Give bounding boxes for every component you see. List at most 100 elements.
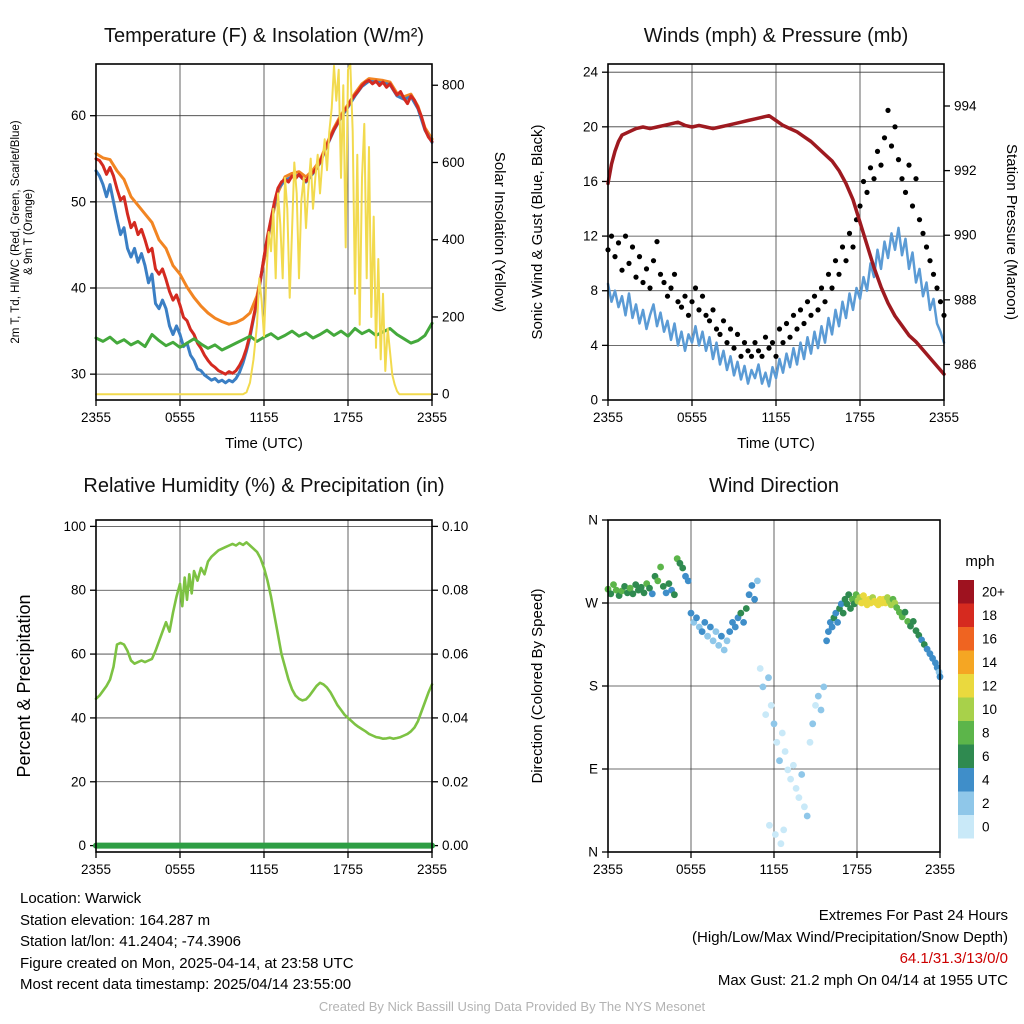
svg-text:16: 16 [982,631,997,646]
svg-text:Sonic Wind & Gust (Blue, Black: Sonic Wind & Gust (Blue, Black) [529,124,546,339]
svg-text:20: 20 [583,119,598,134]
elevation-line: Station elevation: 164.287 m [20,911,211,929]
latlon-line: Station lat/lon: 41.2404; -74.3906 [20,933,242,950]
svg-text:12: 12 [982,678,997,693]
svg-text:24: 24 [583,65,599,80]
station-info: Location: Warwick Station elevation: 164… [20,888,354,996]
svg-text:100: 100 [63,519,86,534]
svg-text:S: S [589,679,598,694]
svg-text:1755: 1755 [333,862,363,877]
svg-text:0: 0 [442,387,450,402]
temperature-insolation-chart: 2355 0555 1155 1755 235530405060020040060080… [10,25,508,452]
winds-pressure-chart: 2355 0555 1155 1755 2355 0 4 8 12 16 20 24 986 988 990… [529,25,1020,452]
charts-grid: 2355 0555 1155 1755 2355 30 40 50 60 0 200 400 600 80… [10,25,1020,877]
svg-text:Time (UTC): Time (UTC) [737,435,815,452]
svg-text:0: 0 [78,838,86,853]
svg-text:1755: 1755 [842,862,872,877]
svg-text:60: 60 [71,108,86,123]
svg-text:2: 2 [982,796,990,811]
svg-text:N: N [588,513,598,528]
svg-text:0.04: 0.04 [442,710,469,725]
svg-text:Temperature (F) & Insolation (: Temperature (F) & Insolation (W/m²) [104,25,424,47]
svg-text:2355: 2355 [929,410,959,425]
max-gust-line: Max Gust: 21.2 mph On 04/14 at 1955 UTC [717,971,1008,989]
humidity-precipitation-chart: 2355 0555 1155 1755 2355 0 20 40 60 80 100 0.00 0.02… [14,475,469,877]
svg-text:50: 50 [71,194,86,209]
extremes-values: 64.1/31.3/13/0/0 [899,950,1008,967]
svg-text:& 9m T (Orange): & 9m T (Orange) [23,189,35,275]
svg-text:12: 12 [583,229,598,244]
svg-text:Solar Insolation (Yellow): Solar Insolation (Yellow) [491,152,508,312]
svg-text:N: N [588,845,598,860]
svg-text:800: 800 [442,78,465,93]
svg-text:Station Pressure (Maroon): Station Pressure (Maroon) [1003,144,1020,320]
svg-text:40: 40 [71,710,86,725]
svg-text:0: 0 [590,393,598,408]
svg-text:2355: 2355 [417,410,447,425]
data-timestamp-line: Most recent data timestamp: 2025/04/14 2… [20,976,352,993]
svg-text:6: 6 [982,749,990,764]
svg-text:2355: 2355 [417,862,447,877]
location-line: Location: Warwick [20,890,142,907]
svg-text:0.00: 0.00 [442,838,468,853]
svg-text:0555: 0555 [165,862,195,877]
extremes-subtitle: (High/Low/Max Wind/Precipitation/Snow De… [692,928,1008,946]
figure-created-line: Figure created on Mon, 2025-04-14, at 23… [20,954,354,972]
svg-text:0.02: 0.02 [442,774,468,789]
svg-text:0.10: 0.10 [442,519,468,534]
svg-text:Time (UTC): Time (UTC) [225,435,303,452]
svg-text:E: E [589,762,598,777]
svg-text:60: 60 [71,647,86,662]
svg-text:0.08: 0.08 [442,583,468,598]
svg-text:Percent & Precipitation: Percent & Precipitation [14,594,34,777]
svg-text:994: 994 [954,99,977,114]
svg-text:0: 0 [982,819,990,834]
svg-text:Winds (mph) & Pressure (mb): Winds (mph) & Pressure (mb) [644,25,909,47]
footer: Location: Warwick Station elevation: 164… [0,882,1024,996]
svg-text:14: 14 [982,655,998,670]
svg-text:1755: 1755 [845,410,875,425]
svg-text:40: 40 [71,281,86,296]
svg-text:Wind Direction: Wind Direction [709,475,839,497]
svg-text:2355: 2355 [81,862,111,877]
wind-direction-chart: 2355 0555 1155 1755 2355 N W S E N Wind Direction D… [529,475,1005,877]
svg-text:2m T, Td, HI/WC (Red, Green, S: 2m T, Td, HI/WC (Red, Green, Scarlet/Blu… [10,120,22,343]
svg-text:1755: 1755 [333,410,363,425]
svg-text:0555: 0555 [676,862,706,877]
svg-text:Relative Humidity (%) & Precip: Relative Humidity (%) & Precipitation (i… [83,475,444,497]
svg-text:16: 16 [583,174,598,189]
svg-text:1155: 1155 [249,410,278,425]
svg-text:80: 80 [71,583,86,598]
svg-text:30: 30 [71,367,86,382]
svg-text:992: 992 [954,163,977,178]
extremes-title: Extremes For Past 24 Hours [818,907,1008,924]
extremes-block: Extremes For Past 24 Hours (High/Low/Max… [692,888,1008,996]
svg-text:986: 986 [954,357,977,372]
svg-text:2355: 2355 [925,862,955,877]
svg-text:18: 18 [982,608,997,623]
svg-text:990: 990 [954,228,977,243]
credit-line: Created By Nick Bassill Using Data Provi… [318,998,706,1014]
svg-text:4: 4 [982,772,990,787]
svg-text:600: 600 [442,155,465,170]
svg-text:10: 10 [982,702,997,717]
svg-text:Direction (Colored By Speed): Direction (Colored By Speed) [529,588,546,783]
svg-text:0555: 0555 [677,410,707,425]
svg-text:2355: 2355 [81,410,111,425]
svg-text:2355: 2355 [593,410,623,425]
svg-text:W: W [585,596,598,611]
svg-text:mph: mph [965,553,994,570]
svg-text:1155: 1155 [249,862,278,877]
svg-text:8: 8 [590,283,598,298]
svg-text:1155: 1155 [761,410,790,425]
svg-text:20: 20 [71,774,86,789]
svg-text:2355: 2355 [593,862,623,877]
svg-text:0555: 0555 [165,410,195,425]
svg-text:200: 200 [442,309,465,324]
svg-text:1155: 1155 [759,862,788,877]
svg-text:4: 4 [590,338,598,353]
svg-text:400: 400 [442,232,465,247]
svg-text:988: 988 [954,292,977,307]
svg-text:0.06: 0.06 [442,647,468,662]
svg-text:20+: 20+ [982,584,1005,599]
